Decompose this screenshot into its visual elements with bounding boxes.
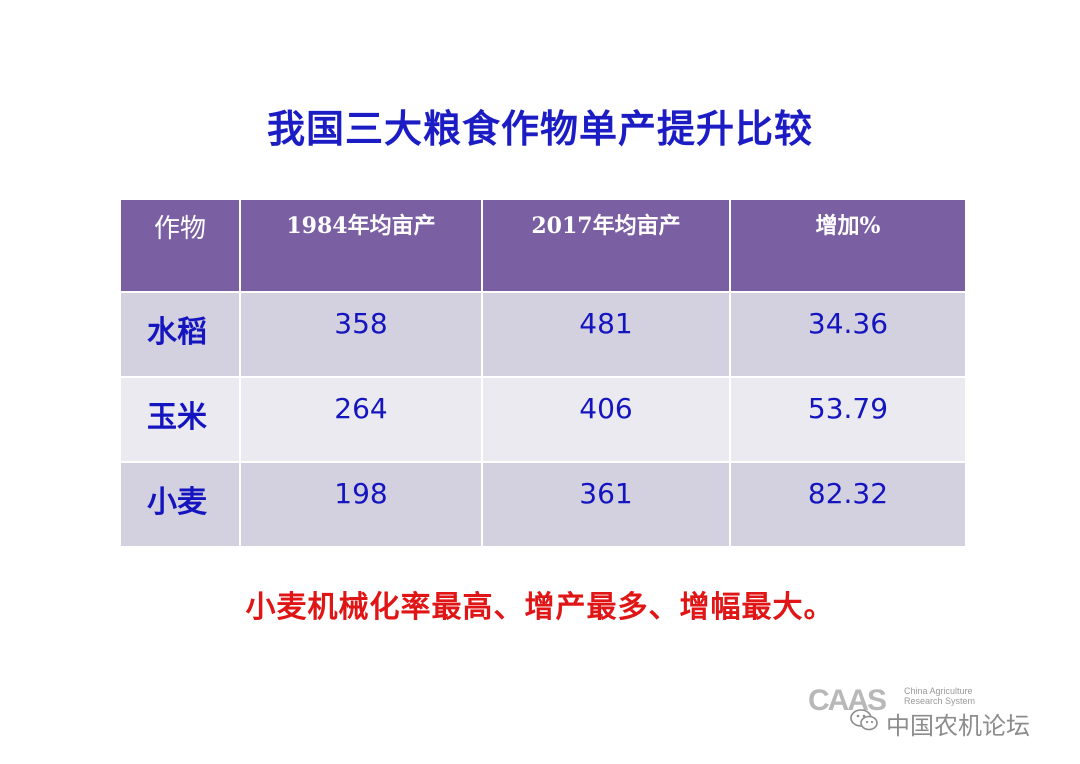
increase-percent: 82.32 <box>731 463 965 548</box>
slide-title: 我国三大粮食作物单产提升比较 <box>266 107 813 151</box>
header-1984-yield: 1984年均亩产 <box>241 200 483 293</box>
table-row: 水稻 358 481 34.36 <box>121 293 965 378</box>
table-row: 小麦 198 361 82.32 <box>121 463 965 548</box>
increase-percent: 53.79 <box>731 378 965 463</box>
caas-logo-subtitle: China Agriculture Research System <box>904 686 976 706</box>
yield-2017: 406 <box>483 378 731 463</box>
yield-1984: 358 <box>241 293 483 378</box>
forum-name: 中国农机论坛 <box>886 712 1030 740</box>
header-crop: 作物 <box>121 200 241 293</box>
crop-name: 玉米 <box>121 378 241 463</box>
yield-1984: 198 <box>241 463 483 548</box>
crop-name: 小麦 <box>121 463 241 548</box>
increase-percent: 34.36 <box>731 293 965 378</box>
crop-name: 水稻 <box>121 293 241 378</box>
watermark: CAAS China Agriculture Research System 中… <box>808 684 1058 744</box>
yield-2017: 481 <box>483 293 731 378</box>
header-increase: 增加% <box>731 200 965 293</box>
wechat-icon <box>850 708 880 732</box>
caas-logo: CAAS <box>808 684 887 717</box>
table-header-row: 作物 1984年均亩产 2017年均亩产 增加% <box>121 200 965 293</box>
yield-1984: 264 <box>241 378 483 463</box>
header-2017-yield: 2017年均亩产 <box>483 200 731 293</box>
yield-2017: 361 <box>483 463 731 548</box>
conclusion-text: 小麦机械化率最高、增产最多、增幅最大。 <box>245 590 835 625</box>
yield-comparison-table: 作物 1984年均亩产 2017年均亩产 增加% 水稻 358 481 34.3… <box>121 200 965 548</box>
table-row: 玉米 264 406 53.79 <box>121 378 965 463</box>
